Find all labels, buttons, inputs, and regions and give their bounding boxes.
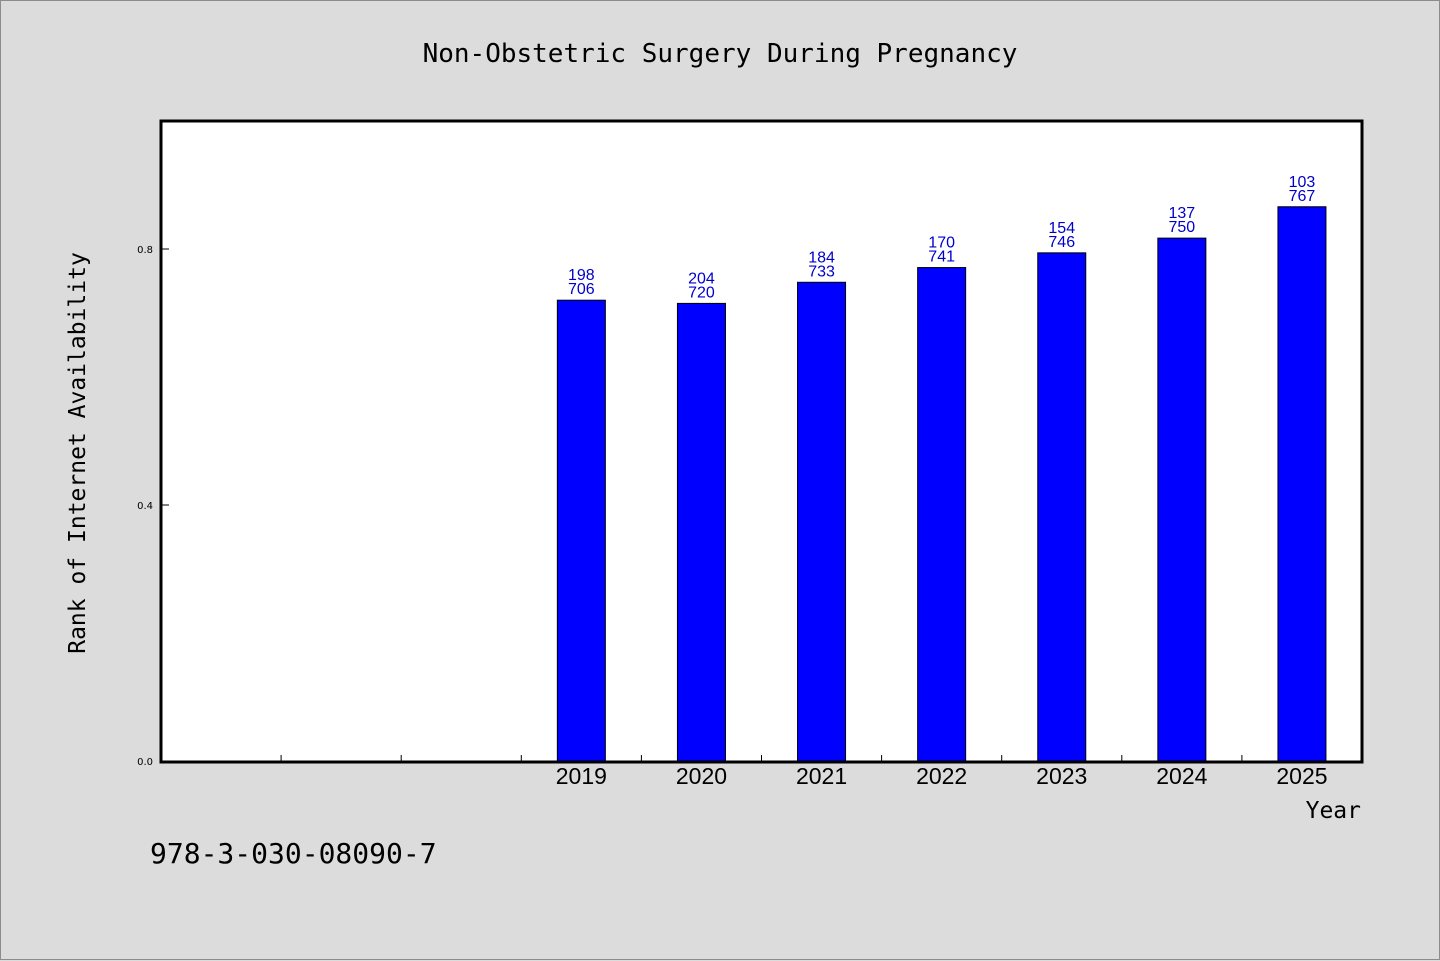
bar-2020 <box>676 302 726 762</box>
x-tick-label: 2025 <box>1276 763 1327 789</box>
y-axis-label: Rank of Internet Availability <box>65 252 91 654</box>
plot-frame <box>159 119 1364 764</box>
data-label-top: 184 <box>808 249 835 266</box>
chart-title: Non-Obstetric Surgery During Pregnancy <box>423 39 1018 69</box>
data-label-top: 154 <box>1048 220 1075 237</box>
data-label-top: 103 <box>1289 174 1316 191</box>
x-tick-label: 2020 <box>676 763 727 789</box>
y-tick-label: 0.4 <box>137 501 153 512</box>
axis-ticks: 0.0 0.4 0.8 2019 2020 2021 2022 2023 2024 2025 <box>137 245 1327 789</box>
data-label-bottom: 750 <box>1168 219 1195 236</box>
x-tick-label: 2019 <box>556 763 607 789</box>
data-label-bottom: 741 <box>928 249 955 266</box>
x-tick-label: 2023 <box>1036 763 1087 789</box>
x-axis-label: Year <box>1306 798 1361 824</box>
data-label-bottom: 767 <box>1289 188 1316 205</box>
x-tick-label: 2021 <box>796 763 847 789</box>
y-tick-label: 0.0 <box>137 757 153 768</box>
bar-2024 <box>1157 237 1207 762</box>
bar-2023 <box>1037 252 1087 762</box>
isbn-text: 978-3-030-08090-7 <box>150 837 437 870</box>
bar-2025 <box>1277 206 1327 762</box>
data-label-top: 137 <box>1168 205 1195 222</box>
data-label-bottom: 720 <box>688 284 715 301</box>
data-label-top: 170 <box>928 235 955 252</box>
y-tick-label: 0.8 <box>137 245 153 256</box>
data-label-bottom: 706 <box>568 281 595 298</box>
bar-2021 <box>797 281 847 762</box>
data-label-top: 204 <box>688 270 715 287</box>
bar-2019 <box>556 299 606 762</box>
x-tick-label: 2024 <box>1156 763 1207 789</box>
data-label-bottom: 733 <box>808 263 835 280</box>
x-tick-label: 2022 <box>916 763 967 789</box>
bar-2022 <box>917 267 967 762</box>
data-label-bottom: 746 <box>1048 234 1075 251</box>
data-label-top: 198 <box>568 267 595 284</box>
